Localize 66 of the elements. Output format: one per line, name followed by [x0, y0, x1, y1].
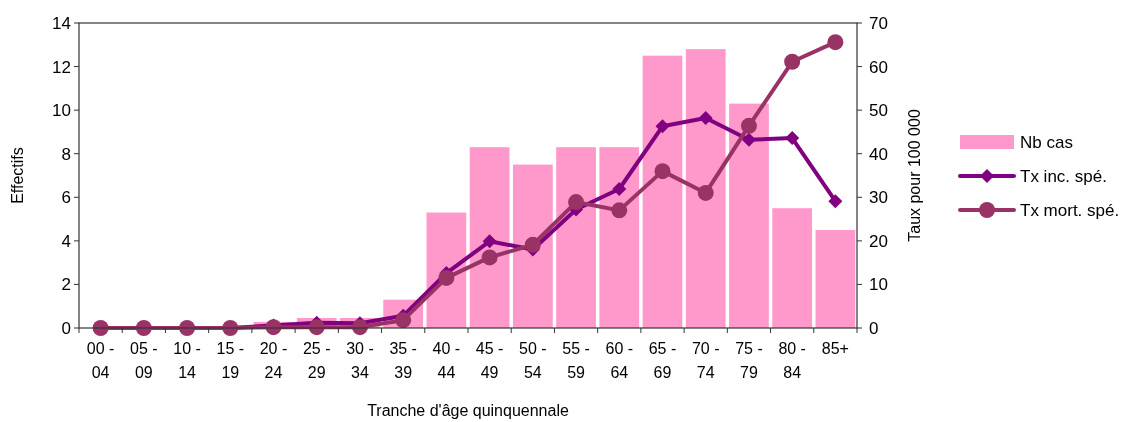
x-tick-label: 00 - 04 [86, 340, 115, 381]
y-tick-label: 2 [61, 275, 71, 295]
x-tick-label: 50 - 54 [519, 340, 547, 381]
y2-tick-label: 30 [869, 188, 888, 208]
x-tick-label: 70 - 74 [691, 340, 720, 381]
x-tick-label: 15 - 19 [216, 340, 245, 381]
point [654, 163, 671, 180]
x-tick-label: 40 - 44 [432, 340, 461, 381]
bar [469, 147, 510, 328]
x-tick-label: 85+ [821, 340, 849, 357]
point [482, 234, 497, 249]
x-tick-label: 30 - 34 [346, 340, 374, 381]
point [611, 202, 628, 219]
point [828, 194, 843, 209]
x-tick-label: 10 - 14 [173, 340, 201, 381]
y-axis-title: Effectifs [9, 147, 26, 204]
bar [815, 229, 856, 328]
point [740, 117, 757, 134]
x-tick-label: 20 - 24 [259, 340, 288, 381]
x-tick-label: 45 - 49 [475, 340, 504, 381]
point [741, 132, 756, 147]
bar [556, 147, 596, 328]
point [698, 110, 713, 125]
bar [599, 147, 640, 328]
y2-tick-label: 10 [869, 275, 888, 295]
x-tick-label: 65 - 69 [648, 340, 677, 381]
x-tick-label: 35 - 39 [389, 340, 417, 381]
y2-tick-label: 40 [869, 144, 888, 164]
y2-tick-label: 70 [869, 13, 888, 33]
y2-tick-label: 50 [869, 101, 888, 121]
x-tick-label: 25 - 29 [302, 340, 331, 381]
x-tick-label: 05 - 09 [130, 340, 158, 381]
x-tick-label: 80 - 84 [778, 340, 806, 381]
y-tick-label: 8 [61, 144, 71, 164]
y2-tick-label: 60 [869, 57, 888, 77]
point [784, 53, 801, 70]
y-tick-label: 14 [52, 13, 71, 33]
y2-tick-label: 20 [869, 231, 888, 251]
y-tick-label: 4 [61, 231, 71, 251]
point [481, 249, 498, 266]
x-tick-label: 60 - 64 [605, 340, 634, 381]
y-tick-label: 10 [52, 101, 71, 121]
y-tick-label: 6 [61, 188, 71, 208]
bar [729, 103, 769, 328]
point [697, 184, 714, 201]
point [785, 131, 800, 146]
x-tick-label: 75 - 79 [735, 340, 763, 381]
point [655, 119, 670, 134]
bar [685, 49, 726, 328]
legend-label: Tx mort. spé. [1020, 200, 1120, 220]
legend-label: Tx inc. spé. [1020, 166, 1107, 186]
point [568, 194, 585, 211]
legend-label: Nb cas [1020, 132, 1073, 152]
bar [642, 55, 683, 328]
point [524, 236, 541, 253]
point [612, 182, 627, 197]
y2-tick-label: 0 [869, 318, 879, 338]
y-tick-label: 0 [61, 318, 71, 338]
x-tick-label: 55 - 59 [562, 340, 590, 381]
point [438, 269, 455, 286]
y-tick-label: 12 [52, 57, 71, 77]
bar [512, 164, 553, 328]
bar [772, 208, 813, 328]
point [827, 34, 844, 51]
y2-axis-title: Taux pour 100 000 [906, 109, 923, 242]
x-axis-title: Tranche d'âge quinquennale [367, 402, 569, 419]
